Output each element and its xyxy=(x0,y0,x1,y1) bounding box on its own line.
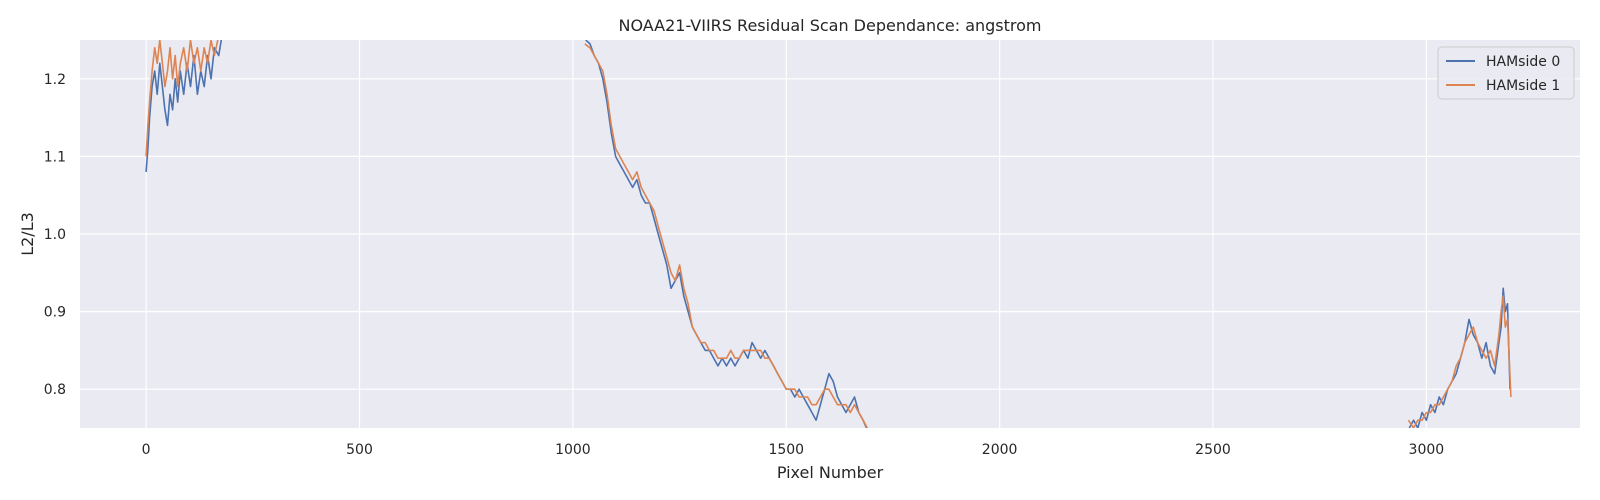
x-tick-label: 3000 xyxy=(1409,442,1445,458)
x-tick-label: 2500 xyxy=(1195,442,1231,458)
x-tick-label: 0 xyxy=(142,442,151,458)
legend-label-hamside-0: HAMside 0 xyxy=(1486,54,1560,70)
y-tick-label: 1.1 xyxy=(44,149,66,165)
series-layer xyxy=(145,40,1512,428)
y-tick-label: 0.9 xyxy=(44,305,66,321)
x-axis-label: Pixel Number xyxy=(777,463,884,482)
x-tick-label: 1000 xyxy=(555,442,591,458)
chart-title: NOAA21-VIIRS Residual Scan Dependance: a… xyxy=(618,16,1041,35)
legend: HAMside 0 HAMside 1 xyxy=(1437,46,1575,100)
x-tick-label: 500 xyxy=(346,442,373,458)
y-tick-label: 1.2 xyxy=(44,72,66,88)
legend-label-hamside-1: HAMside 1 xyxy=(1486,78,1560,94)
x-tick-label: 1500 xyxy=(768,442,804,458)
grid xyxy=(80,40,1580,428)
y-tick-label: 1.0 xyxy=(44,227,66,243)
x-tick-label: 2000 xyxy=(982,442,1018,458)
y-tick-label: 0.8 xyxy=(44,382,66,398)
y-axis-label: L2/L3 xyxy=(18,212,37,256)
tick-labels: 0 500 1000 1500 2000 2500 3000 0.8 0.9 1.0 1.1 1.2 xyxy=(44,72,1444,458)
series-line-hamside-1 xyxy=(145,40,1512,428)
